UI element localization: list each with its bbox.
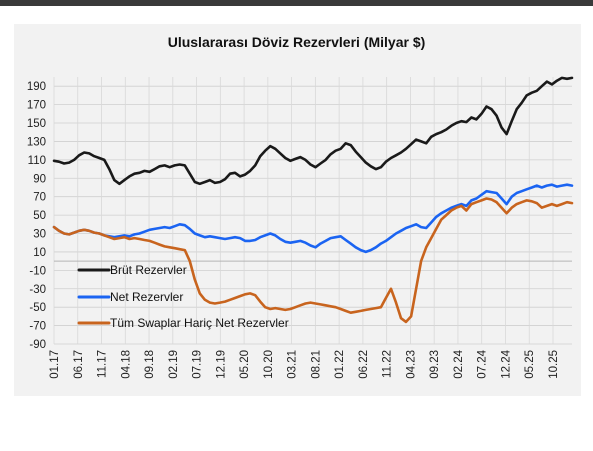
- x-tick-label: 04.18: [120, 350, 132, 379]
- series-line-1: [52, 76, 574, 186]
- x-tick-label: 01.22: [334, 350, 346, 379]
- y-tick-label: 10: [33, 247, 46, 259]
- x-tick-label: 07.19: [192, 350, 204, 379]
- x-tick-label: 09.18: [144, 350, 156, 379]
- series-line-3: [52, 197, 574, 324]
- y-tick-label: 70: [33, 192, 46, 204]
- y-tick-label: 170: [27, 100, 46, 112]
- x-tick-label: 11.17: [97, 350, 109, 378]
- x-tick-label: 02.19: [168, 350, 180, 379]
- y-tick-label: -90: [29, 339, 46, 351]
- x-tick-label: 03.21: [287, 350, 299, 379]
- x-tick-label: 04.23: [405, 350, 417, 379]
- y-tick-label: 150: [27, 118, 46, 130]
- x-tick-label: 12.24: [500, 349, 512, 378]
- y-tick-label: 110: [28, 155, 46, 167]
- y-tick-label: 130: [27, 136, 46, 148]
- y-tick-label: -10: [29, 265, 46, 277]
- y-tick-label: 90: [33, 173, 46, 185]
- x-tick-label: 06.22: [358, 350, 370, 379]
- x-tick-label: 12.19: [215, 350, 227, 379]
- x-tick-label: 10.20: [263, 350, 275, 379]
- y-tick-label: 190: [27, 81, 46, 93]
- x-tick-label: 02.24: [453, 349, 465, 378]
- legend-label-3: Tüm Swaplar Hariç Net Rezervler: [110, 316, 289, 330]
- x-tick-label: 05.20: [239, 350, 251, 379]
- y-tick-label: 30: [33, 229, 46, 241]
- y-tick-label: -30: [29, 284, 46, 296]
- x-tick-label: 08.21: [310, 350, 322, 379]
- y-tick-label: -70: [29, 321, 46, 333]
- window-top-bar: [0, 0, 593, 6]
- legend-label-2: Net Rezervler: [110, 290, 183, 304]
- series-line-2: [52, 183, 574, 254]
- legend-label-1: Brüt Rezervler: [110, 263, 187, 277]
- y-tick-label: -50: [29, 302, 46, 314]
- x-tick-label: 11.22: [382, 350, 394, 378]
- x-tick-label: 09.23: [429, 350, 441, 379]
- x-tick-label: 07.24: [477, 349, 489, 378]
- x-tick-label: 06.17: [73, 350, 85, 379]
- chart-title: Uluslararası Döviz Rezervleri (Milyar $): [167, 34, 426, 50]
- x-tick-label: 10.25: [548, 350, 560, 379]
- x-tick-label: 01.17: [49, 350, 61, 379]
- y-tick-label: 50: [33, 210, 46, 222]
- x-tick-label: 05.25: [524, 350, 536, 379]
